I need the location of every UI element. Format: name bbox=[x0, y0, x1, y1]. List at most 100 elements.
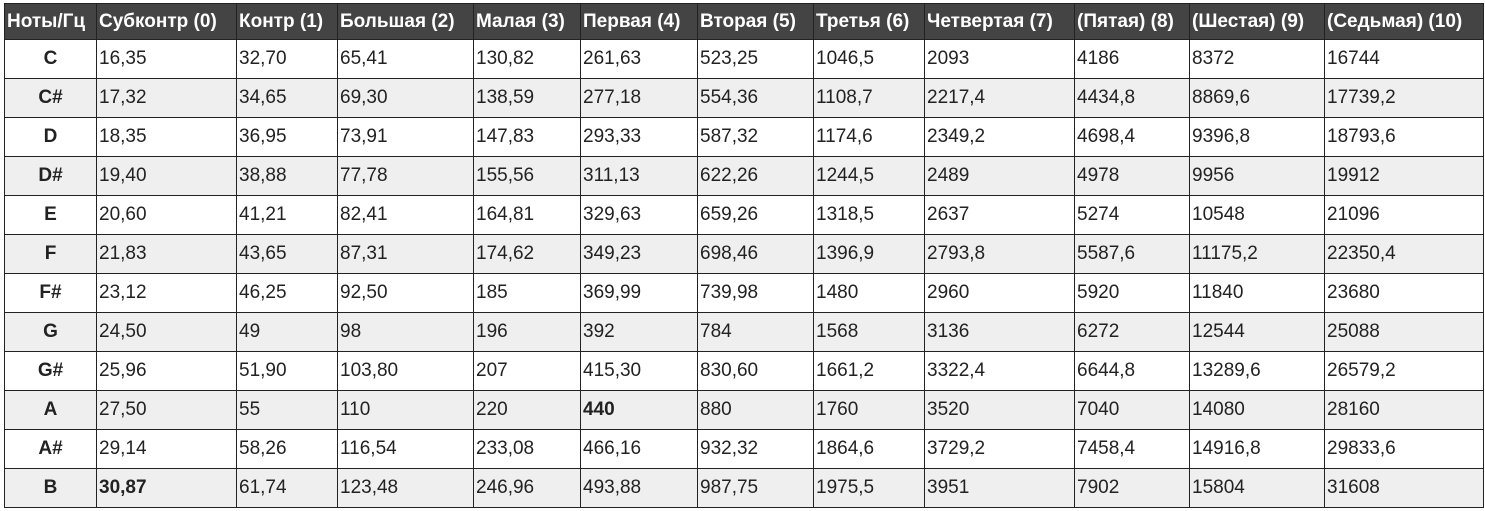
frequency-cell: 16,35 bbox=[96, 39, 237, 79]
frequency-cell: 14916,8 bbox=[1189, 429, 1325, 469]
frequency-cell: 4186 bbox=[1074, 39, 1190, 79]
table-row: G 24,50 49 98 196 392 784 1568 3136 6272 12544 2508… bbox=[4, 312, 1484, 352]
note-name-cell: G bbox=[4, 312, 97, 352]
frequency-cell: 11840 bbox=[1189, 273, 1325, 313]
header-row: Ноты/Гц Субконтр (0) Контр (1) Большая (2) М… bbox=[4, 3, 1484, 40]
frequency-cell: 2960 bbox=[924, 273, 1075, 313]
frequency-cell: 2217,4 bbox=[924, 78, 1075, 118]
frequency-cell: 110 bbox=[337, 390, 474, 430]
frequency-cell: 622,26 bbox=[697, 156, 814, 196]
table-row: G# 25,96 51,90 103,80 207 415,30 830,60 1661,2 3… bbox=[4, 351, 1484, 391]
note-name-cell: D# bbox=[4, 156, 97, 196]
frequency-cell: 23680 bbox=[1324, 273, 1484, 313]
column-header: Большая (2) bbox=[337, 3, 474, 40]
table-row: C# 17,32 34,65 69,30 138,59 277,18 554,36 1108,… bbox=[4, 78, 1484, 118]
column-header: Субконтр (0) bbox=[96, 3, 237, 40]
frequency-cell: 1975,5 bbox=[813, 468, 925, 508]
frequency-cell: 185 bbox=[473, 273, 581, 313]
frequency-cell: 277,18 bbox=[580, 78, 698, 118]
frequency-cell: 73,91 bbox=[337, 117, 474, 157]
frequency-cell: 392 bbox=[580, 312, 698, 352]
frequency-cell: 5274 bbox=[1074, 195, 1190, 235]
frequency-cell: 15804 bbox=[1189, 468, 1325, 508]
note-name-cell: C# bbox=[4, 78, 97, 118]
frequency-cell: 3729,2 bbox=[924, 429, 1075, 469]
column-header: Четвертая (7) bbox=[924, 3, 1075, 40]
frequency-cell: 164,81 bbox=[473, 195, 581, 235]
table-row: A 27,50 55 110 220 440 880 1760 3520 7040 14080 281… bbox=[4, 390, 1484, 430]
column-header: Малая (3) bbox=[473, 3, 581, 40]
table-row: F# 23,12 46,25 92,50 185 369,99 739,98 1480 2960… bbox=[4, 273, 1484, 313]
frequency-cell: 261,63 bbox=[580, 39, 698, 79]
frequency-cell: 8869,6 bbox=[1189, 78, 1325, 118]
frequency-cell: 23,12 bbox=[96, 273, 237, 313]
frequency-cell: 19912 bbox=[1324, 156, 1484, 196]
frequency-cell: 2637 bbox=[924, 195, 1075, 235]
frequency-cell: 34,65 bbox=[236, 78, 338, 118]
frequency-cell: 16744 bbox=[1324, 39, 1484, 79]
note-name-cell: E bbox=[4, 195, 97, 235]
frequency-cell: 24,50 bbox=[96, 312, 237, 352]
column-header: Третья (6) bbox=[813, 3, 925, 40]
frequency-cell: 5920 bbox=[1074, 273, 1190, 313]
frequency-cell: 207 bbox=[473, 351, 581, 391]
frequency-cell: 10548 bbox=[1189, 195, 1325, 235]
column-header: (Пятая) (8) bbox=[1074, 3, 1190, 40]
frequency-cell: 14080 bbox=[1189, 390, 1325, 430]
frequency-cell: 9956 bbox=[1189, 156, 1325, 196]
frequency-cell: 87,31 bbox=[337, 234, 474, 274]
frequency-cell: 155,56 bbox=[473, 156, 581, 196]
frequency-cell: 25088 bbox=[1324, 312, 1484, 352]
note-frequency-table: Ноты/Гц Субконтр (0) Контр (1) Большая (2) М… bbox=[4, 3, 1484, 508]
frequency-cell: 220 bbox=[473, 390, 581, 430]
frequency-cell: 3951 bbox=[924, 468, 1075, 508]
frequency-cell: 17739,2 bbox=[1324, 78, 1484, 118]
column-header: Контр (1) bbox=[236, 3, 338, 40]
frequency-cell: 27,50 bbox=[96, 390, 237, 430]
frequency-cell: 147,83 bbox=[473, 117, 581, 157]
frequency-cell: 3520 bbox=[924, 390, 1075, 430]
frequency-cell: 21,83 bbox=[96, 234, 237, 274]
frequency-cell: 9396,8 bbox=[1189, 117, 1325, 157]
frequency-cell: 2349,2 bbox=[924, 117, 1075, 157]
frequency-cell: 349,23 bbox=[580, 234, 698, 274]
note-name-cell: B bbox=[4, 468, 97, 508]
table-row: F 21,83 43,65 87,31 174,62 349,23 698,46 1396,9… bbox=[4, 234, 1484, 274]
frequency-cell: 46,25 bbox=[236, 273, 338, 313]
frequency-cell: 7458,4 bbox=[1074, 429, 1190, 469]
table-body: C 16,35 32,70 65,41 130,82 261,63 523,25 1046,5… bbox=[4, 39, 1484, 508]
frequency-cell: 58,26 bbox=[236, 429, 338, 469]
frequency-cell: 26579,2 bbox=[1324, 351, 1484, 391]
frequency-cell: 92,50 bbox=[337, 273, 474, 313]
frequency-cell: 49 bbox=[236, 312, 338, 352]
frequency-cell: 784 bbox=[697, 312, 814, 352]
note-name-cell: F# bbox=[4, 273, 97, 313]
frequency-cell: 659,26 bbox=[697, 195, 814, 235]
frequency-cell: 30,87 bbox=[96, 468, 237, 508]
frequency-cell: 1760 bbox=[813, 390, 925, 430]
frequency-cell: 55 bbox=[236, 390, 338, 430]
frequency-cell: 130,82 bbox=[473, 39, 581, 79]
frequency-cell: 1661,2 bbox=[813, 351, 925, 391]
frequency-cell: 7040 bbox=[1074, 390, 1190, 430]
frequency-cell: 1568 bbox=[813, 312, 925, 352]
frequency-cell: 1480 bbox=[813, 273, 925, 313]
column-header: Первая (4) bbox=[580, 3, 698, 40]
frequency-cell: 1864,6 bbox=[813, 429, 925, 469]
frequency-cell: 31608 bbox=[1324, 468, 1484, 508]
frequency-cell: 65,41 bbox=[337, 39, 474, 79]
note-name-cell: A bbox=[4, 390, 97, 430]
frequency-cell: 25,96 bbox=[96, 351, 237, 391]
note-name-cell: F bbox=[4, 234, 97, 274]
frequency-cell: 21096 bbox=[1324, 195, 1484, 235]
column-header: Ноты/Гц bbox=[4, 3, 97, 40]
frequency-cell: 523,25 bbox=[697, 39, 814, 79]
frequency-cell: 41,21 bbox=[236, 195, 338, 235]
frequency-cell: 32,70 bbox=[236, 39, 338, 79]
frequency-cell: 554,36 bbox=[697, 78, 814, 118]
frequency-cell: 116,54 bbox=[337, 429, 474, 469]
frequency-cell: 1108,7 bbox=[813, 78, 925, 118]
frequency-cell: 246,96 bbox=[473, 468, 581, 508]
frequency-cell: 4698,4 bbox=[1074, 117, 1190, 157]
frequency-cell: 103,80 bbox=[337, 351, 474, 391]
